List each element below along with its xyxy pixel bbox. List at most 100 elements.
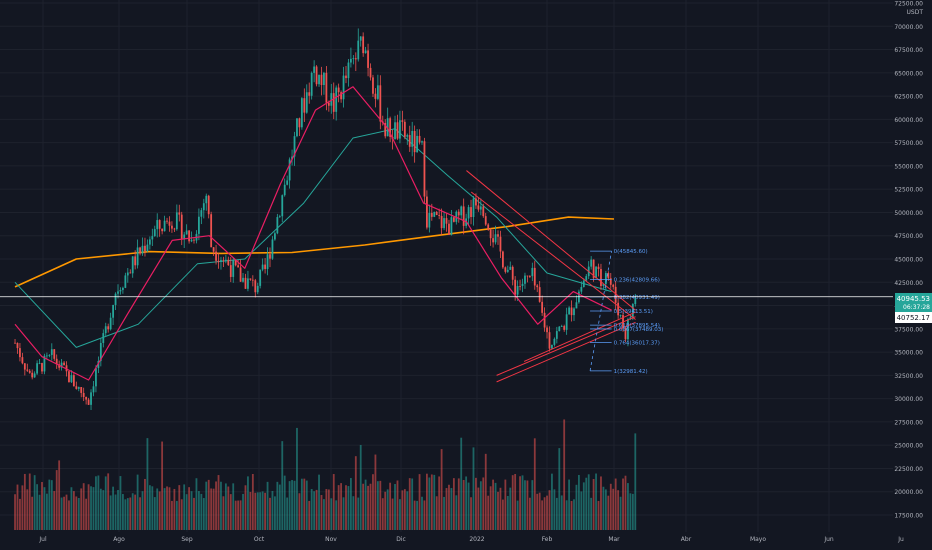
candle-body[interactable] <box>122 287 124 290</box>
candle-body[interactable] <box>475 198 477 206</box>
candle-body[interactable] <box>256 285 259 293</box>
y-axis[interactable]: 72500.00 70000.00 67500.00 65000.00 62500.00… <box>893 0 932 550</box>
candle-body[interactable] <box>590 259 593 267</box>
candle-body[interactable] <box>467 207 470 219</box>
candle-body[interactable] <box>354 58 357 60</box>
candle-body[interactable] <box>180 214 183 240</box>
candle-body[interactable] <box>430 212 433 217</box>
candle-body[interactable] <box>536 285 539 288</box>
candle-body[interactable] <box>90 392 92 405</box>
candle-body[interactable] <box>259 269 262 286</box>
candle-body[interactable] <box>374 93 377 99</box>
candle-body[interactable] <box>136 247 139 266</box>
candle-body[interactable] <box>332 93 335 112</box>
candle-body[interactable] <box>575 302 578 309</box>
candle-body[interactable] <box>450 217 453 235</box>
candle-body[interactable] <box>342 75 345 100</box>
candle-body[interactable] <box>604 272 607 285</box>
candle-body[interactable] <box>445 218 448 224</box>
candle-body[interactable] <box>600 269 602 287</box>
candle-body[interactable] <box>168 221 171 226</box>
candle-body[interactable] <box>261 264 264 270</box>
candle-body[interactable] <box>163 220 166 232</box>
trendline[interactable] <box>496 321 636 383</box>
candle-body[interactable] <box>521 283 524 287</box>
candle-body[interactable] <box>472 198 475 218</box>
candle-body[interactable] <box>117 291 119 294</box>
candle-body[interactable] <box>330 93 333 106</box>
candle-body[interactable] <box>202 203 205 211</box>
candle-body[interactable] <box>99 342 102 361</box>
candle-body[interactable] <box>524 275 526 284</box>
candle-body[interactable] <box>23 363 26 370</box>
candle-body[interactable] <box>423 141 426 197</box>
candle-body[interactable] <box>212 247 215 252</box>
candle-body[interactable] <box>227 259 230 266</box>
candle-body[interactable] <box>303 98 306 113</box>
candle-body[interactable] <box>499 236 502 252</box>
candle-body[interactable] <box>416 135 418 153</box>
candle-body[interactable] <box>249 278 252 280</box>
candle-body[interactable] <box>531 267 534 277</box>
candle-body[interactable] <box>232 260 235 277</box>
candle-body[interactable] <box>609 278 612 285</box>
candle-body[interactable] <box>237 265 240 268</box>
candle-body[interactable] <box>185 230 188 235</box>
candle-body[interactable] <box>553 338 556 345</box>
candle-body[interactable] <box>77 387 80 389</box>
candle-body[interactable] <box>563 326 566 330</box>
candle-body[interactable] <box>313 66 316 73</box>
candle-body[interactable] <box>300 98 303 128</box>
trendlines[interactable] <box>466 170 636 383</box>
candle-body[interactable] <box>433 211 436 217</box>
candle-body[interactable] <box>124 275 127 288</box>
candle-body[interactable] <box>617 302 620 316</box>
candle-body[interactable] <box>389 118 392 137</box>
candle-body[interactable] <box>573 308 575 316</box>
candle-body[interactable] <box>264 264 266 269</box>
candle-body[interactable] <box>141 245 144 254</box>
candle-body[interactable] <box>151 236 154 240</box>
candle-body[interactable] <box>619 315 622 316</box>
candle-body[interactable] <box>477 205 480 210</box>
trendline[interactable] <box>523 311 636 362</box>
candle-body[interactable] <box>631 304 634 318</box>
candle-body[interactable] <box>438 215 441 216</box>
candle-body[interactable] <box>401 120 404 122</box>
candle-body[interactable] <box>511 266 514 280</box>
candle-body[interactable] <box>528 276 531 277</box>
candle-body[interactable] <box>21 357 24 364</box>
candle-body[interactable] <box>288 159 291 181</box>
candle-body[interactable] <box>80 387 83 393</box>
candle-body[interactable] <box>43 355 46 372</box>
candle-body[interactable] <box>200 210 203 217</box>
candle-body[interactable] <box>210 214 213 248</box>
candle-body[interactable] <box>369 67 372 78</box>
candle-body[interactable] <box>305 92 308 113</box>
candle-body[interactable] <box>484 216 487 225</box>
candle-body[interactable] <box>87 399 90 405</box>
candle-body[interactable] <box>492 238 494 243</box>
candle-body[interactable] <box>408 135 411 147</box>
candle-body[interactable] <box>70 375 73 383</box>
candle-body[interactable] <box>46 355 48 357</box>
candle-body[interactable] <box>178 212 181 215</box>
candle-body[interactable] <box>320 74 323 85</box>
candle-body[interactable] <box>479 206 482 210</box>
candle-body[interactable] <box>193 239 195 241</box>
candle-body[interactable] <box>386 118 389 137</box>
candle-body[interactable] <box>345 75 347 79</box>
candle-body[interactable] <box>509 266 512 270</box>
candle-body[interactable] <box>242 277 244 282</box>
candle-body[interactable] <box>148 239 151 245</box>
candle-body[interactable] <box>72 375 75 387</box>
candle-body[interactable] <box>506 269 509 272</box>
candle-body[interactable] <box>614 286 617 303</box>
candle-body[interactable] <box>482 206 485 217</box>
candle-body[interactable] <box>65 365 68 372</box>
candle-body[interactable] <box>68 371 70 383</box>
candle-body[interactable] <box>33 373 36 378</box>
candle-body[interactable] <box>134 256 137 266</box>
candlestick-series[interactable] <box>14 28 637 411</box>
candle-body[interactable] <box>82 392 85 397</box>
